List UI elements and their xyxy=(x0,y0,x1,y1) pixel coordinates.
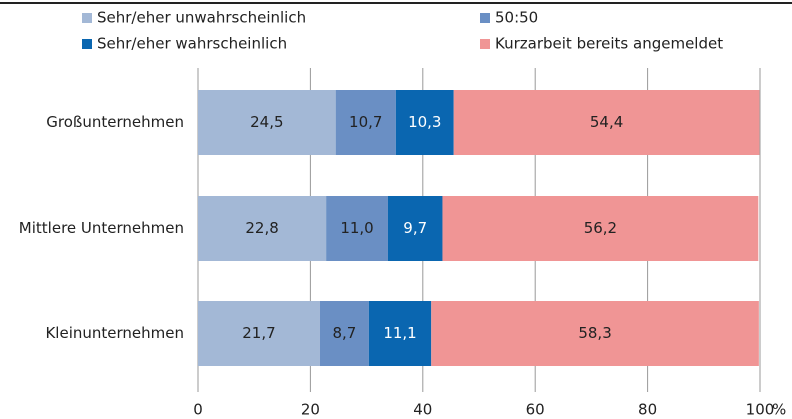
legend-swatch xyxy=(480,13,490,23)
bar-segment xyxy=(387,196,443,261)
value-label: 11,0 xyxy=(340,219,373,237)
bar-segment xyxy=(335,90,396,155)
bar-segment xyxy=(326,196,388,261)
legend-swatch xyxy=(82,39,92,49)
legend-swatch xyxy=(480,39,490,49)
bar-segment xyxy=(431,301,759,366)
value-label: 9,7 xyxy=(403,219,427,237)
bar-segment xyxy=(198,196,327,261)
bar-segment xyxy=(198,301,320,366)
value-label: 11,1 xyxy=(383,324,416,342)
y-tick-label: Mittlere Unternehmen xyxy=(19,219,184,237)
value-label: 10,3 xyxy=(408,113,441,131)
bar-segment xyxy=(453,90,760,155)
bar-segment xyxy=(368,301,432,366)
value-label: 24,5 xyxy=(250,113,283,131)
bar-segment xyxy=(442,196,759,261)
value-label: 10,7 xyxy=(349,113,382,131)
legend-swatch xyxy=(82,13,92,23)
legend-label: Sehr/eher wahrscheinlich xyxy=(97,35,287,53)
x-tick-label: 100 xyxy=(746,401,775,419)
value-label: 8,7 xyxy=(332,324,356,342)
legend-label: 50:50 xyxy=(495,9,538,27)
value-label: 56,2 xyxy=(584,219,617,237)
x-tick-label: 80 xyxy=(638,401,657,419)
value-label: 21,7 xyxy=(242,324,275,342)
bar-segment xyxy=(319,301,369,366)
value-label: 54,4 xyxy=(590,113,623,131)
x-tick-label: 40 xyxy=(413,401,432,419)
value-label: 58,3 xyxy=(578,324,611,342)
x-tick-label: 20 xyxy=(301,401,320,419)
bar-segment xyxy=(198,90,336,155)
legend-label: Kurzarbeit bereits angemeldet xyxy=(495,35,723,53)
value-label: 22,8 xyxy=(245,219,278,237)
bar-segment xyxy=(395,90,454,155)
x-tick-label: 60 xyxy=(526,401,545,419)
y-tick-label: Großunternehmen xyxy=(46,113,184,131)
y-tick-label: Kleinunternehmen xyxy=(45,324,184,342)
x-axis-unit: % xyxy=(772,401,786,419)
legend-label: Sehr/eher unwahrscheinlich xyxy=(97,9,306,27)
x-tick-label: 0 xyxy=(193,401,203,419)
